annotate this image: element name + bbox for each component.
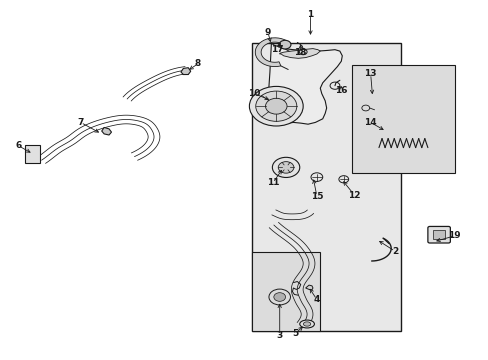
Polygon shape [255, 38, 290, 67]
Circle shape [272, 157, 299, 177]
Polygon shape [268, 43, 342, 124]
Text: 15: 15 [310, 192, 323, 201]
Text: 18: 18 [294, 48, 306, 57]
Polygon shape [181, 68, 190, 75]
Polygon shape [305, 285, 312, 290]
Circle shape [265, 98, 286, 114]
Text: 5: 5 [292, 328, 298, 338]
Text: 6: 6 [16, 141, 21, 150]
Ellipse shape [299, 320, 314, 328]
Text: 19: 19 [447, 231, 460, 240]
Text: 7: 7 [77, 118, 84, 127]
Text: 8: 8 [195, 59, 201, 68]
FancyBboxPatch shape [427, 226, 449, 243]
Circle shape [278, 162, 293, 173]
Circle shape [279, 40, 290, 49]
Text: 10: 10 [247, 89, 260, 98]
Text: 3: 3 [276, 331, 282, 340]
Text: 9: 9 [264, 28, 271, 37]
Text: 11: 11 [266, 178, 279, 187]
Text: 13: 13 [364, 69, 376, 78]
Text: 1: 1 [307, 10, 313, 19]
Text: 16: 16 [334, 86, 347, 95]
Bar [25, 145, 40, 163]
Bar [251, 43, 400, 331]
Bar [251, 252, 320, 331]
Polygon shape [279, 49, 320, 58]
Polygon shape [102, 127, 111, 135]
Text: 17: 17 [271, 45, 284, 54]
Circle shape [273, 293, 285, 301]
Circle shape [249, 86, 303, 126]
Text: 14: 14 [364, 118, 376, 127]
Ellipse shape [303, 322, 310, 326]
Text: 4: 4 [313, 295, 320, 304]
Bar [351, 65, 454, 173]
Text: 2: 2 [391, 247, 397, 256]
Circle shape [255, 91, 296, 121]
Text: 12: 12 [347, 191, 360, 199]
Bar [432, 230, 444, 239]
